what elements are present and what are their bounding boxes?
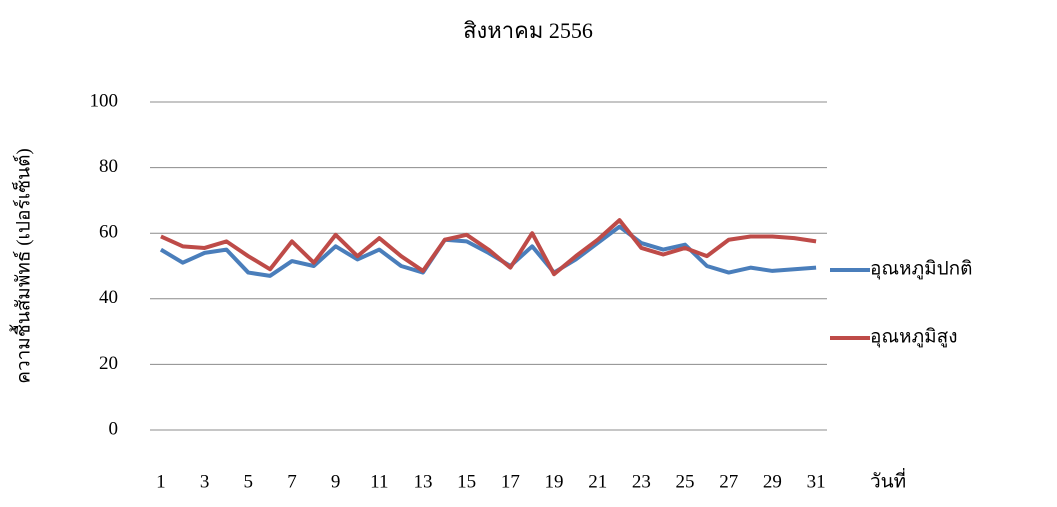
x-tick-label: 5 — [244, 471, 254, 492]
x-tick-label: 9 — [331, 471, 341, 492]
y-axis-title: ความชื้นสัมพัทธ์ (เปอร์เซ็นต์) — [9, 148, 34, 384]
y-tick-label: 80 — [99, 156, 118, 177]
data-line — [161, 220, 816, 274]
x-tick-label: 25 — [676, 471, 695, 492]
x-tick-label: 13 — [413, 471, 432, 492]
y-tick-label: 20 — [99, 353, 118, 374]
x-tick-label: 7 — [287, 471, 297, 492]
y-tick-label: 100 — [90, 90, 119, 111]
chart-title: สิงหาคม 2556 — [463, 18, 593, 43]
chart: สิงหาคม 2556 วันที่ ความชื้นสัมพัทธ์ (เป… — [0, 0, 1057, 507]
y-tick-label: 40 — [99, 287, 118, 308]
x-tick-label: 23 — [632, 471, 651, 492]
x-tick-label: 3 — [200, 471, 210, 492]
legend-label: อุณหภูมิสูง — [870, 326, 958, 348]
x-axis-title: วันที่ — [870, 467, 906, 492]
x-tick-label: 29 — [763, 471, 782, 492]
x-tick-label: 17 — [501, 471, 520, 492]
x-tick-label: 21 — [588, 471, 607, 492]
y-tick-label: 60 — [99, 222, 118, 243]
x-tick-label: 19 — [545, 471, 564, 492]
x-tick-label: 15 — [457, 471, 476, 492]
x-tick-label: 1 — [156, 471, 166, 492]
y-tick-label: 0 — [109, 418, 119, 439]
x-tick-label: 31 — [807, 471, 826, 492]
x-tick-label: 11 — [370, 471, 388, 492]
legend-label: อุณหภูมิปกติ — [870, 258, 973, 280]
x-tick-label: 27 — [719, 471, 738, 492]
